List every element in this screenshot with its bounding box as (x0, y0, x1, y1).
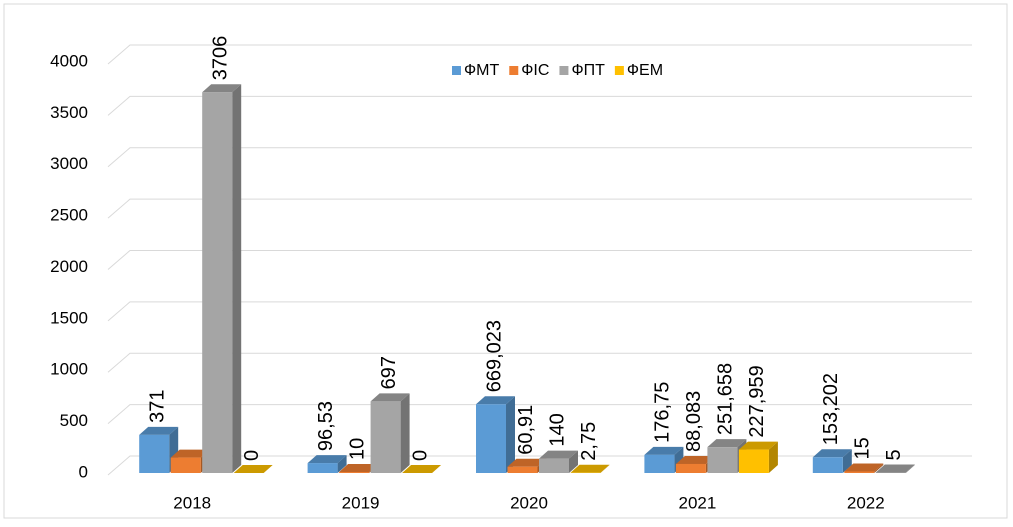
value-label: 371 (146, 390, 168, 423)
value-label: 0 (241, 450, 263, 461)
bar-front (539, 459, 569, 473)
bar-front (876, 472, 906, 473)
bar-front (476, 404, 506, 473)
bar-front (813, 457, 843, 473)
bar (539, 451, 578, 473)
bar (202, 84, 241, 473)
value-label: 5 (883, 449, 905, 460)
bar (739, 442, 778, 473)
y-tick-label: 500 (60, 411, 88, 430)
value-label: 0 (409, 450, 431, 461)
bar-front (339, 472, 369, 473)
value-label: 669,023 (483, 320, 505, 392)
bar-front (707, 447, 737, 473)
value-label: 176,75 (652, 382, 674, 443)
y-tick-label: 3500 (50, 103, 88, 122)
value-label: 153,202 (820, 373, 842, 445)
legend-label: ФЕМ (627, 62, 663, 79)
bar-front (739, 450, 769, 473)
value-label: 15 (852, 437, 874, 459)
y-tick-label: 2000 (50, 257, 88, 276)
x-tick-label: 2019 (342, 493, 380, 512)
legend-swatch (559, 66, 568, 75)
y-tick-label: 2500 (50, 206, 88, 225)
legend-label: ФІС (521, 62, 549, 79)
bar-front (644, 455, 674, 473)
bar (308, 455, 347, 473)
x-tick-label: 2022 (847, 493, 885, 512)
bar-front (508, 467, 538, 473)
value-label: 140 (546, 413, 568, 446)
value-label: 227,959 (746, 365, 768, 437)
value-label: 2,75 (578, 422, 600, 461)
value-label: 251,658 (715, 363, 737, 435)
bar-side (401, 393, 410, 473)
bar-front (139, 435, 169, 473)
bar (813, 449, 852, 473)
value-label: 697 (378, 356, 400, 389)
value-label: 10 (346, 438, 368, 460)
y-tick-label: 1000 (50, 360, 88, 379)
bar-front (308, 463, 338, 473)
x-tick-label: 2021 (678, 493, 716, 512)
legend-swatch (452, 66, 461, 75)
bar (476, 396, 515, 473)
bar-front (202, 92, 232, 473)
bar-side (232, 84, 241, 473)
y-tick-label: 0 (79, 462, 88, 481)
value-label: 3706 (209, 36, 231, 81)
value-label: 96,53 (315, 401, 337, 451)
x-tick-label: 2020 (510, 493, 548, 512)
y-tick-label: 1500 (50, 308, 88, 327)
bar (371, 393, 410, 473)
grid-line (108, 45, 972, 64)
legend-swatch (615, 66, 624, 75)
value-label: 60,91 (515, 405, 537, 455)
bar-front (171, 458, 201, 473)
legend-label: ФПТ (571, 62, 605, 79)
value-label: 88,083 (683, 391, 705, 452)
legend-label: ФМТ (464, 62, 499, 79)
bar-front (676, 464, 706, 473)
bar-front (371, 401, 401, 473)
y-tick-label: 4000 (50, 51, 88, 70)
x-tick-label: 2018 (173, 493, 211, 512)
y-tick-label: 3000 (50, 154, 88, 173)
bar-front (844, 471, 874, 473)
legend-swatch (509, 66, 518, 75)
